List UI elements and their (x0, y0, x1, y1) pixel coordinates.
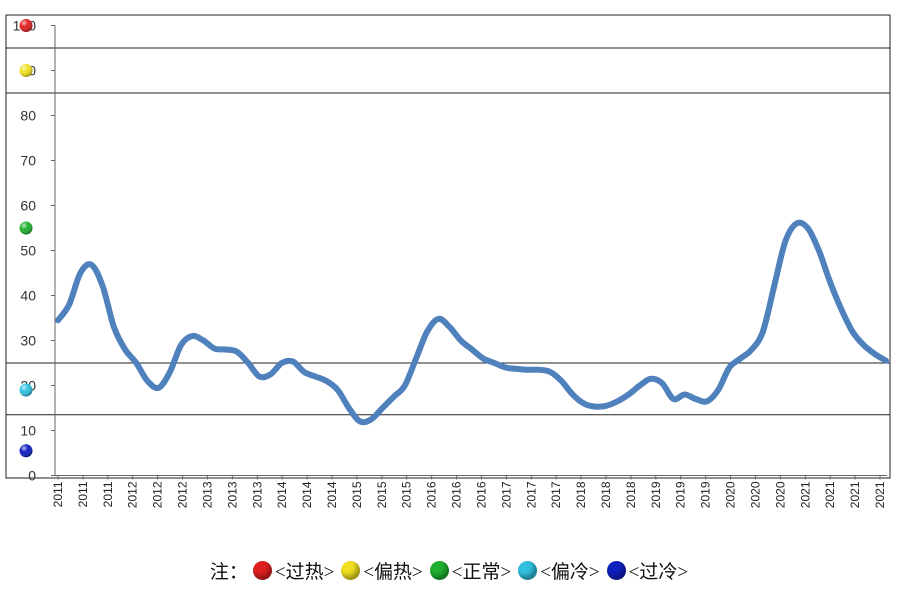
zone-marker-shade (19, 221, 33, 235)
y-tick-label: 80 (20, 108, 36, 124)
legend-prefix: 注： (209, 561, 248, 583)
legend-marker-icon (429, 560, 449, 580)
legend-item-warm: <偏热> (338, 557, 423, 584)
x-tick-label: 2014 (300, 481, 314, 508)
zone-marker-shade (19, 444, 33, 458)
zone-marker-shade (19, 64, 33, 77)
plot-frame (5, 14, 891, 479)
x-tick-label: 2019 (699, 481, 713, 508)
zone-marker-shade (19, 383, 33, 397)
x-tick-label: 2012 (151, 481, 165, 508)
x-tick-label: 2011 (101, 481, 115, 507)
y-tick-label: 60 (20, 198, 36, 214)
legend-label: <正常> (451, 561, 512, 583)
legend-marker-icon (252, 560, 272, 580)
y-tick-label: 40 (20, 288, 36, 304)
legend-item-overheat: <过热> (250, 557, 334, 584)
x-tick-label: 2017 (499, 481, 513, 508)
x-tick-label: 2015 (350, 481, 364, 508)
x-tick-label: 2016 (474, 481, 488, 508)
x-tick-label: 2012 (176, 481, 190, 508)
legend-marker-icon (341, 560, 361, 580)
legend-label: <偏冷> (540, 561, 600, 583)
x-tick-label: 2019 (649, 481, 663, 508)
zone-marker-shade (19, 19, 33, 32)
x-tick-label: 2016 (425, 481, 439, 508)
series-line (55, 219, 889, 426)
x-tick-label: 2012 (126, 481, 140, 508)
x-tick-label: 2015 (375, 481, 389, 508)
x-tick-label: 2011 (51, 481, 65, 507)
x-tick-label: 2014 (325, 481, 339, 508)
x-tick-label: 2013 (225, 481, 239, 508)
legend-item-overcool: <过冷> (604, 557, 688, 584)
legend-item-cool: <偏冷> (515, 557, 600, 584)
x-tick-label: 2021 (823, 481, 837, 508)
y-tick-label: 0 (28, 468, 36, 484)
legend-label: <过热> (274, 561, 335, 583)
y-tick-label: 10 (20, 423, 36, 439)
x-tick-label: 2013 (200, 481, 214, 508)
y-tick-label: 70 (20, 153, 36, 169)
x-tick-label: 2014 (275, 481, 289, 508)
x-tick-label: 2018 (624, 481, 638, 508)
line-chart: 0102030405060708090100 20112011201120122… (5, 14, 891, 508)
legend: 注： <过热> <偏热> <正常> <偏冷> <过冷> (0, 548, 900, 592)
x-tick-label: 2021 (848, 481, 862, 508)
legend-label: <偏热> (363, 561, 423, 583)
x-tick-label: 2018 (574, 481, 588, 508)
x-tick-label: 2015 (400, 481, 414, 508)
y-tick-label: 30 (20, 333, 36, 349)
x-tick-label: 2019 (674, 481, 688, 508)
x-tick-label: 2020 (724, 481, 738, 508)
x-tick-label: 2020 (748, 481, 762, 508)
x-tick-label: 2018 (599, 481, 613, 508)
x-tick-label: 2020 (773, 481, 787, 508)
legend-label: <过冷> (628, 561, 689, 583)
x-tick-label: 2016 (450, 481, 464, 508)
y-tick-label: 50 (20, 243, 36, 259)
legend-marker-icon (518, 560, 538, 580)
x-tick-label: 2021 (873, 481, 887, 508)
legend-marker-icon (606, 560, 626, 580)
x-tick-label: 2011 (76, 481, 90, 507)
x-tick-label: 2021 (798, 481, 812, 508)
x-tick-label: 2013 (250, 481, 264, 508)
legend-item-normal: <正常> (427, 557, 511, 584)
x-tick-label: 2017 (549, 481, 563, 508)
x-tick-label: 2017 (524, 481, 538, 508)
